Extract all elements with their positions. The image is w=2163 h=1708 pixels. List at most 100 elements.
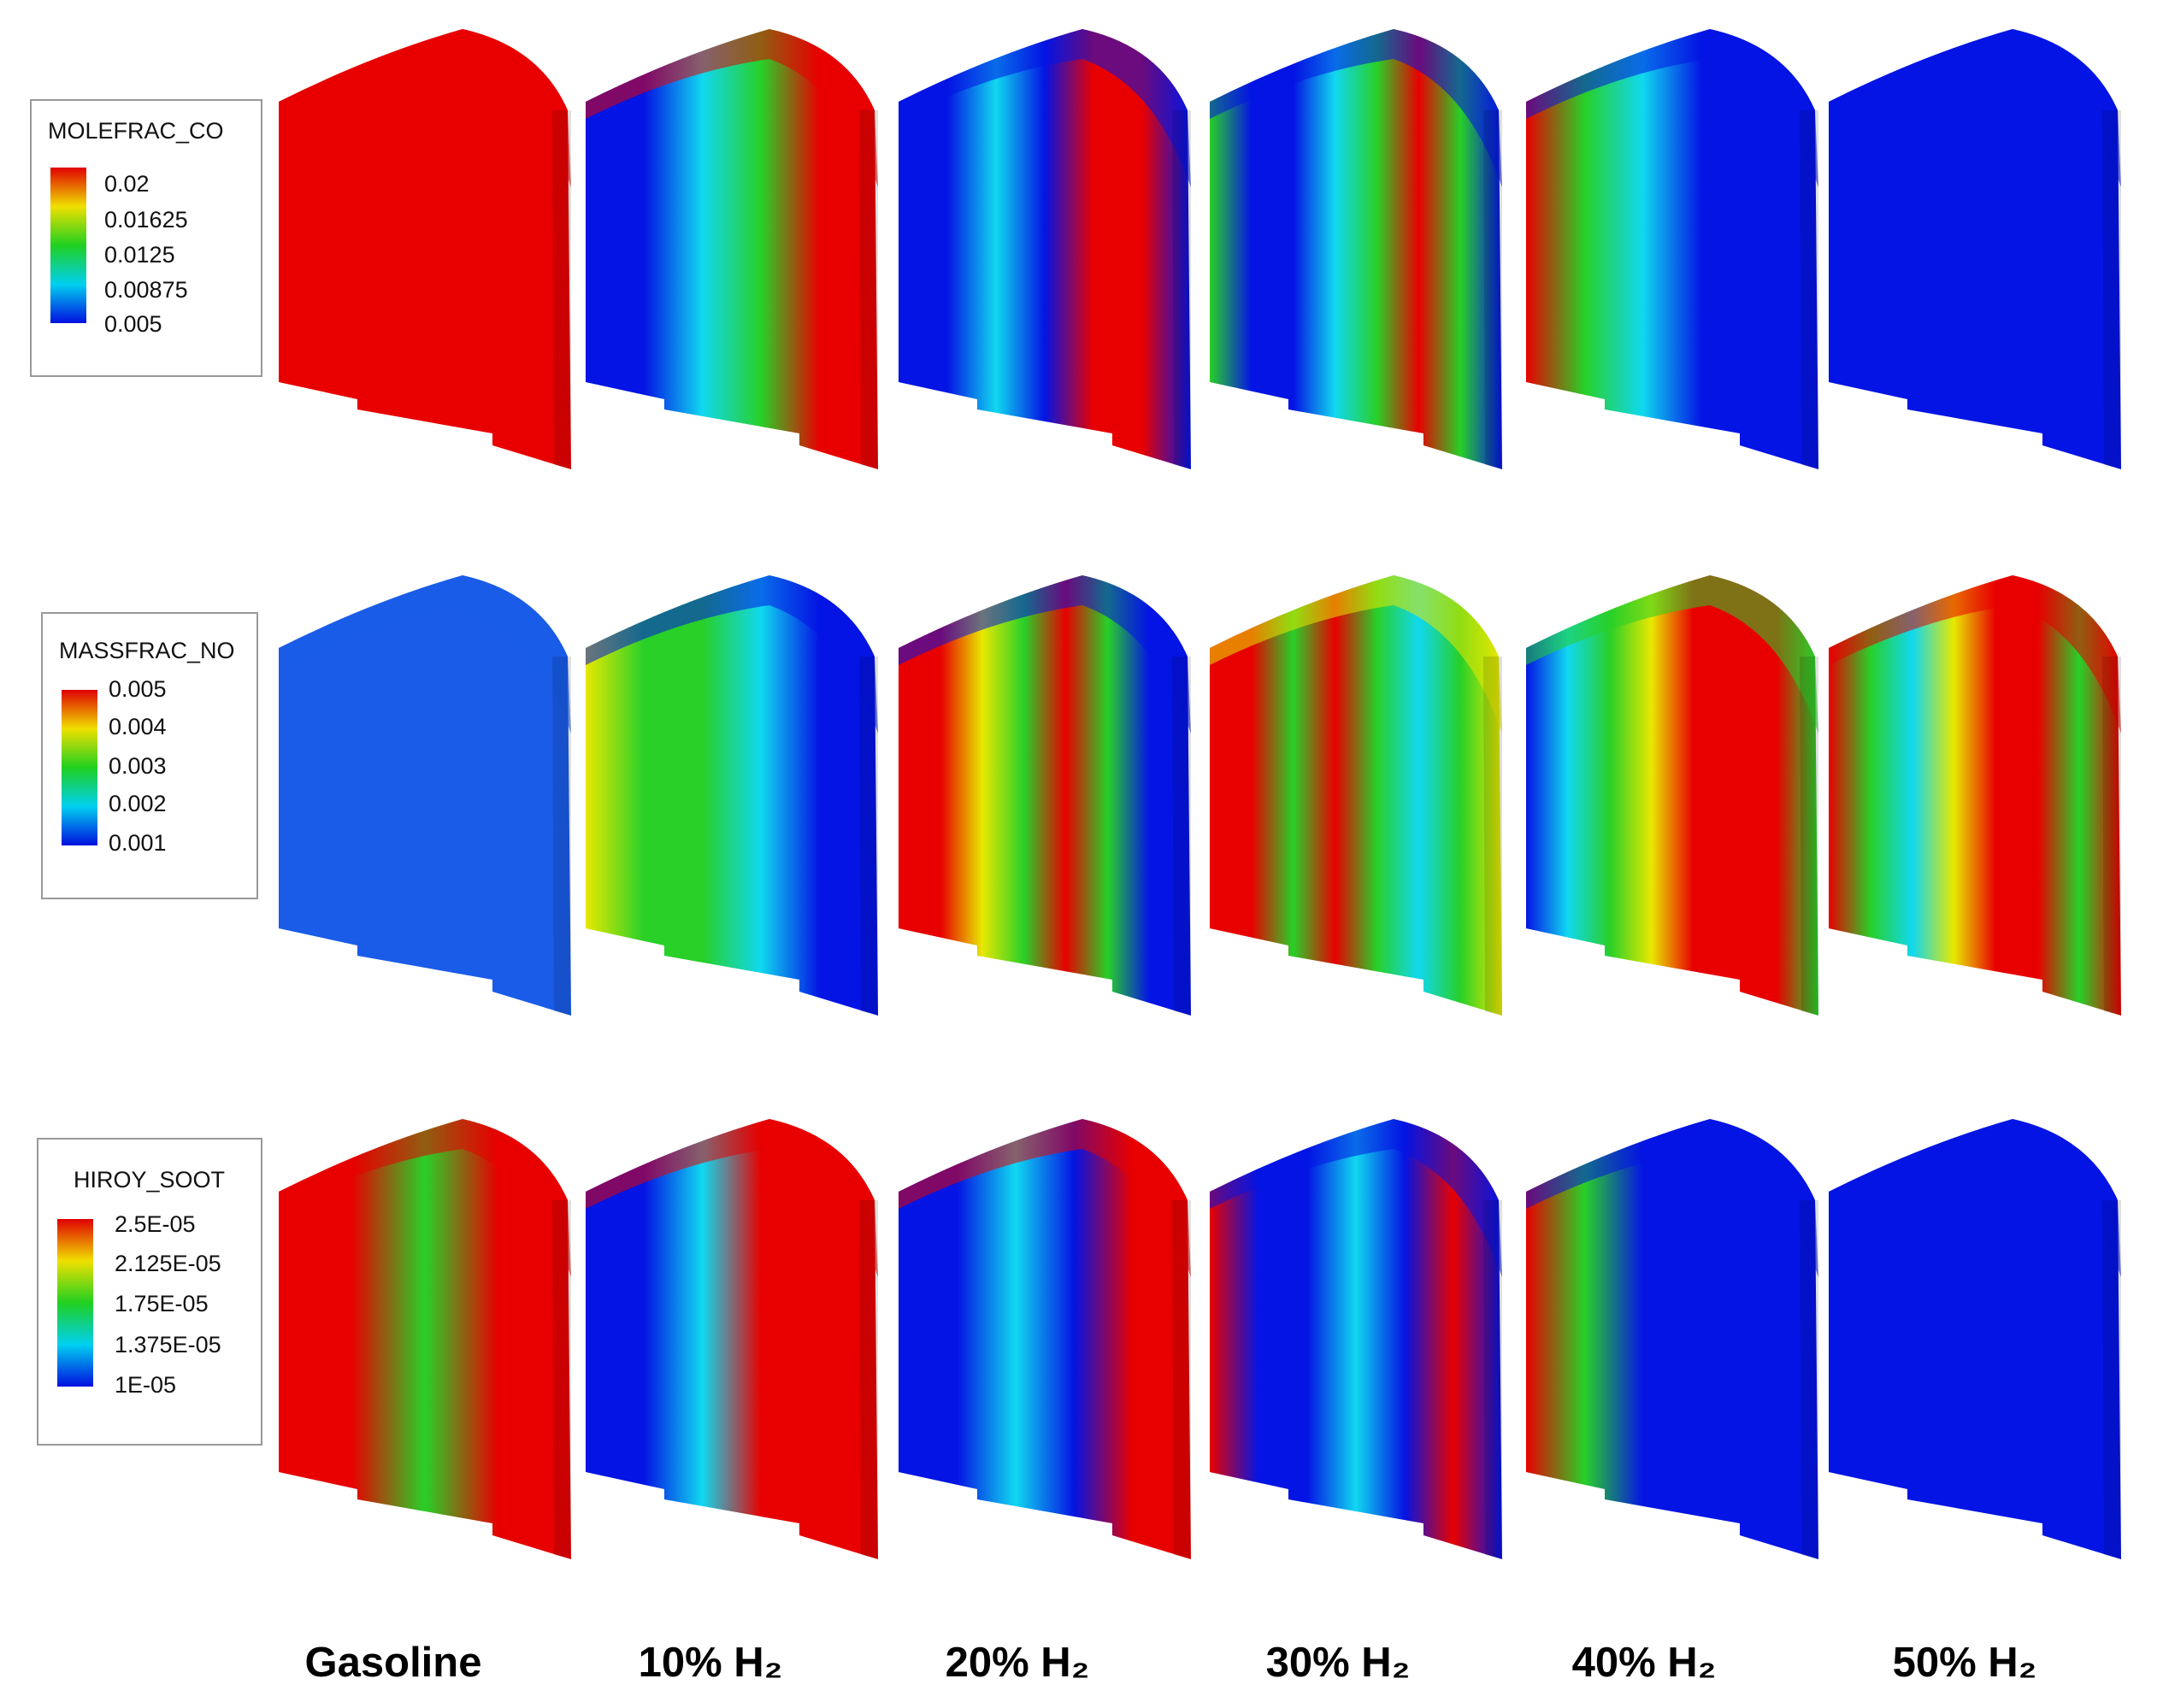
cylinder-edge (1172, 657, 1191, 1016)
cylinder-head (1829, 29, 2121, 187)
contour-panel (279, 1119, 571, 1559)
cylinder-section (1526, 575, 1818, 1016)
contour-panel (899, 29, 1191, 469)
legend: HIROY_SOOT 2.5E-05 2.125E-05 1.75E-05 1.375E… (37, 1138, 262, 1446)
cylinder-edge (1800, 110, 1818, 469)
contour-panel (1526, 29, 1818, 469)
cylinder-section (899, 575, 1191, 1016)
cylinder-head (586, 29, 878, 187)
cylinder-section (1829, 575, 2121, 1016)
contour-panel (899, 575, 1191, 1016)
cylinder-edge (859, 657, 878, 1016)
cylinder-section (899, 29, 1191, 469)
legend-label: 0.00875 (104, 277, 188, 303)
legend-label: 1.75E-05 (115, 1291, 209, 1316)
contour-panel (1210, 1119, 1502, 1559)
cylinder-head (586, 575, 878, 733)
column-label: 30% H₂ (1266, 1640, 1411, 1686)
legend: MOLEFRAC_CO 0.02 0.01625 0.0125 0.00875 0.005 (30, 99, 262, 377)
legend-title: HIROY_SOOT (74, 1167, 225, 1193)
cylinder-section (279, 29, 571, 469)
contour-panel (899, 1119, 1191, 1559)
cylinder-section (1210, 1119, 1502, 1559)
cylinder-head (899, 575, 1191, 733)
cylinder-edge (859, 110, 878, 469)
legends: MOLEFRAC_CO 0.02 0.01625 0.0125 0.00875 0.005… (30, 99, 262, 1446)
legend: MASSFRAC_NO 0.005 0.004 0.003 0.002 0.001 (41, 612, 258, 899)
cylinder-section (1526, 29, 1818, 469)
legend-label: 0.002 (109, 791, 167, 816)
legend-label: 0.005 (104, 311, 162, 337)
legend-label: 1.375E-05 (115, 1332, 221, 1358)
legend-label: 0.01625 (104, 207, 188, 233)
legend-title: MASSFRAC_NO (59, 638, 235, 663)
legend-label: 0.003 (109, 753, 167, 779)
contour-panel (1526, 1119, 1818, 1559)
cylinder-edge (1483, 110, 1502, 469)
cylinder-edge (1483, 657, 1502, 1016)
cylinder-edge (552, 1200, 571, 1559)
cylinder-head (279, 1119, 571, 1277)
cylinder-head (1829, 575, 2121, 733)
cylinder-section (586, 1119, 878, 1559)
cylinder-edge (552, 110, 571, 469)
cylinder-edge (1800, 657, 1818, 1016)
legend-title: MOLEFRAC_CO (48, 118, 224, 144)
cylinder-section (1829, 29, 2121, 469)
cylinder-edge (1483, 1200, 1502, 1559)
contour-panel (1829, 575, 2121, 1016)
contour-panel (1210, 575, 1502, 1016)
contour-panel (279, 29, 571, 469)
contour-panel (586, 575, 878, 1016)
legend-label: 0.005 (109, 676, 167, 702)
cylinder-head (1526, 1119, 1818, 1277)
cylinder-section (1210, 575, 1502, 1016)
cylinder-head (279, 575, 571, 733)
cylinder-section (1829, 1119, 2121, 1559)
cylinder-head (899, 1119, 1191, 1277)
cylinder-head (586, 1119, 878, 1277)
cylinder-edge (2102, 1200, 2121, 1559)
color-bar (62, 690, 97, 845)
cylinder-head (899, 29, 1191, 187)
cylinder-head (1210, 29, 1502, 187)
cylinder-section (279, 575, 571, 1016)
column-label: 50% H₂ (1893, 1640, 2037, 1686)
contour-panel (1526, 575, 1818, 1016)
contour-panel (1829, 29, 2121, 469)
cylinder-edge (859, 1200, 878, 1559)
cylinder-section (1210, 29, 1502, 469)
column-label: 40% H₂ (1572, 1640, 1717, 1686)
legend-label: 2.125E-05 (115, 1251, 221, 1276)
color-bar (57, 1219, 93, 1387)
column-label: Gasoline (305, 1640, 482, 1686)
column-label: 20% H₂ (946, 1640, 1090, 1686)
contour-panel (1210, 29, 1502, 469)
contour-panels (279, 29, 2121, 1559)
contour-panel (1829, 1119, 2121, 1559)
cylinder-section (899, 1119, 1191, 1559)
cylinder-head (1526, 29, 1818, 187)
contour-panel (279, 575, 571, 1016)
cylinder-edge (1800, 1200, 1818, 1559)
cylinder-section (586, 575, 878, 1016)
cylinder-section (1526, 1119, 1818, 1559)
cylinder-section (586, 29, 878, 469)
color-bar (50, 168, 86, 323)
column-label: 10% H₂ (639, 1640, 783, 1686)
cylinder-edge (552, 657, 571, 1016)
legend-label: 2.5E-05 (115, 1211, 196, 1237)
legend-label: 1E-05 (115, 1372, 176, 1398)
legend-label: 0.001 (109, 830, 167, 856)
cylinder-head (1210, 575, 1502, 733)
cylinder-edge (1172, 110, 1191, 469)
column-labels: Gasoline 10% H₂ 20% H₂ 30% H₂ 40% H₂ 50% H₂ (305, 1640, 2037, 1686)
legend-label: 0.0125 (104, 242, 175, 268)
cylinder-head (279, 29, 571, 187)
cylinder-edge (2102, 657, 2121, 1016)
legend-label: 0.02 (104, 171, 150, 197)
cylinder-section (279, 1119, 571, 1559)
cylinder-head (1829, 1119, 2121, 1277)
contour-panel (586, 29, 878, 469)
